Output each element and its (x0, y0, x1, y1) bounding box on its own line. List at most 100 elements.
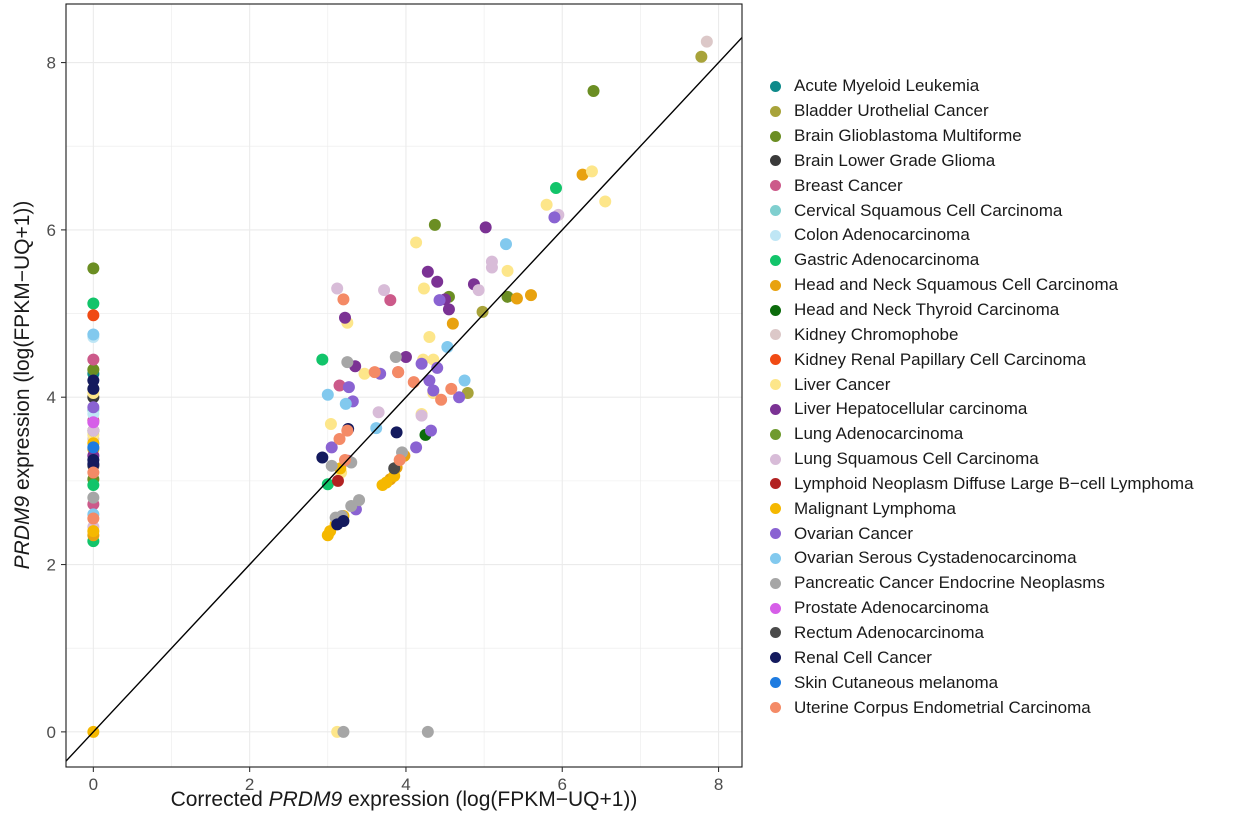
legend-item: Kidney Chromophobe (770, 322, 1240, 347)
data-point (392, 366, 405, 379)
legend-item: Renal Cell Cancer (770, 645, 1240, 670)
data-point (423, 374, 436, 387)
data-point (87, 363, 100, 376)
identity-reference-line (66, 36, 742, 763)
data-point (87, 458, 100, 471)
data-point (417, 282, 430, 295)
legend-key-dot (770, 453, 781, 465)
legend-label: Lung Squamous Cell Carcinoma (794, 449, 1039, 469)
data-point (325, 441, 338, 454)
legend-label: Skin Cutaneous melanoma (794, 672, 999, 692)
legend-key-dot (770, 602, 781, 614)
legend-item: Acute Myeloid Leukemia (770, 74, 1240, 99)
legend-key-dot (770, 279, 781, 291)
x-tick-label: 4 (401, 775, 410, 794)
data-point (368, 366, 381, 379)
data-point (442, 303, 455, 316)
legend-key-dot (770, 552, 781, 564)
data-point (337, 725, 350, 738)
data-point (476, 305, 489, 318)
data-point (433, 294, 446, 307)
data-point (441, 341, 454, 354)
x-axis-title: Corrected PRDM9 expression (log(FPKM−UQ+… (171, 788, 638, 811)
data-point (380, 476, 393, 489)
legend-item: Bladder Urothelial Cancer (770, 99, 1240, 124)
data-point (325, 459, 338, 472)
data-point (548, 211, 561, 224)
legend-key-dot (770, 105, 781, 117)
legend-item: Head and Neck Squamous Cell Carcinoma (770, 273, 1240, 298)
data-point (427, 384, 440, 397)
data-point (423, 330, 436, 343)
y-tick-label: 2 (47, 556, 56, 575)
legend-key-dot (770, 677, 781, 689)
data-point (333, 433, 346, 446)
data-point (87, 512, 100, 525)
legend-label: Colon Adenocarcinoma (794, 225, 970, 245)
x-tick-label: 0 (89, 775, 98, 794)
data-point (384, 294, 397, 307)
data-point (485, 261, 498, 274)
legend-key-dot (770, 403, 781, 415)
data-point (453, 391, 466, 404)
data-point (316, 353, 329, 366)
data-point (695, 50, 708, 63)
data-point (338, 311, 351, 324)
legend-key-dot (770, 205, 781, 217)
legend-label: Kidney Renal Papillary Cell Carcinoma (794, 349, 1086, 369)
data-point (324, 417, 337, 430)
data-point (431, 275, 444, 288)
data-point (316, 451, 329, 464)
data-point (321, 529, 334, 542)
legend-key-dot (770, 329, 781, 341)
legend-key-dot (770, 229, 781, 241)
legend-key-dot (770, 379, 781, 391)
data-point (479, 221, 492, 234)
data-point (410, 441, 423, 454)
data-point (501, 264, 514, 277)
legend-item: Ovarian Serous Cystadenocarcinoma (770, 546, 1240, 571)
legend-item: Brain Glioblastoma Multiforme (770, 124, 1240, 149)
data-point (540, 198, 553, 211)
data-point (342, 381, 355, 394)
legend-item: Pancreatic Cancer Endocrine Neoplasms (770, 571, 1240, 596)
data-point (410, 236, 423, 249)
legend-label: Ovarian Serous Cystadenocarcinoma (794, 548, 1077, 568)
data-point (458, 374, 471, 387)
data-point (341, 356, 354, 369)
legend-item: Brain Lower Grade Glioma (770, 149, 1240, 174)
data-point (353, 494, 366, 507)
legend-label: Gastric Adenocarcinoma (794, 250, 980, 270)
legend-key-dot (770, 254, 781, 266)
legend-label: Liver Hepatocellular carcinoma (794, 399, 1028, 419)
data-point (389, 351, 402, 364)
data-point (321, 388, 334, 401)
x-tick-label: 6 (558, 775, 567, 794)
legend-item: Liver Hepatocellular carcinoma (770, 397, 1240, 422)
data-point (333, 379, 346, 392)
data-point (87, 479, 100, 492)
data-point (87, 466, 100, 479)
legend-label: Prostate Adenocarcinoma (794, 598, 989, 618)
data-point (501, 290, 514, 303)
data-point (407, 376, 420, 389)
legend-label: Malignant Lymphoma (794, 498, 956, 518)
data-point (599, 195, 612, 208)
data-point (510, 292, 523, 305)
data-point (87, 374, 100, 387)
data-point (358, 367, 371, 380)
data-point (700, 35, 713, 48)
y-tick-label: 6 (47, 221, 56, 240)
data-point (87, 424, 100, 437)
data-point (415, 357, 428, 370)
data-point (87, 416, 100, 429)
legend-item: Liver Cancer (770, 372, 1240, 397)
data-point (337, 293, 350, 306)
legend-label: Brain Glioblastoma Multiforme (794, 126, 1022, 146)
data-point (338, 453, 351, 466)
legend-label: Head and Neck Thyroid Carcinoma (794, 300, 1060, 320)
legend-label: Renal Cell Cancer (794, 647, 932, 667)
x-tick-label: 8 (714, 775, 723, 794)
legend-key-dot (770, 702, 781, 714)
data-point (587, 85, 600, 98)
